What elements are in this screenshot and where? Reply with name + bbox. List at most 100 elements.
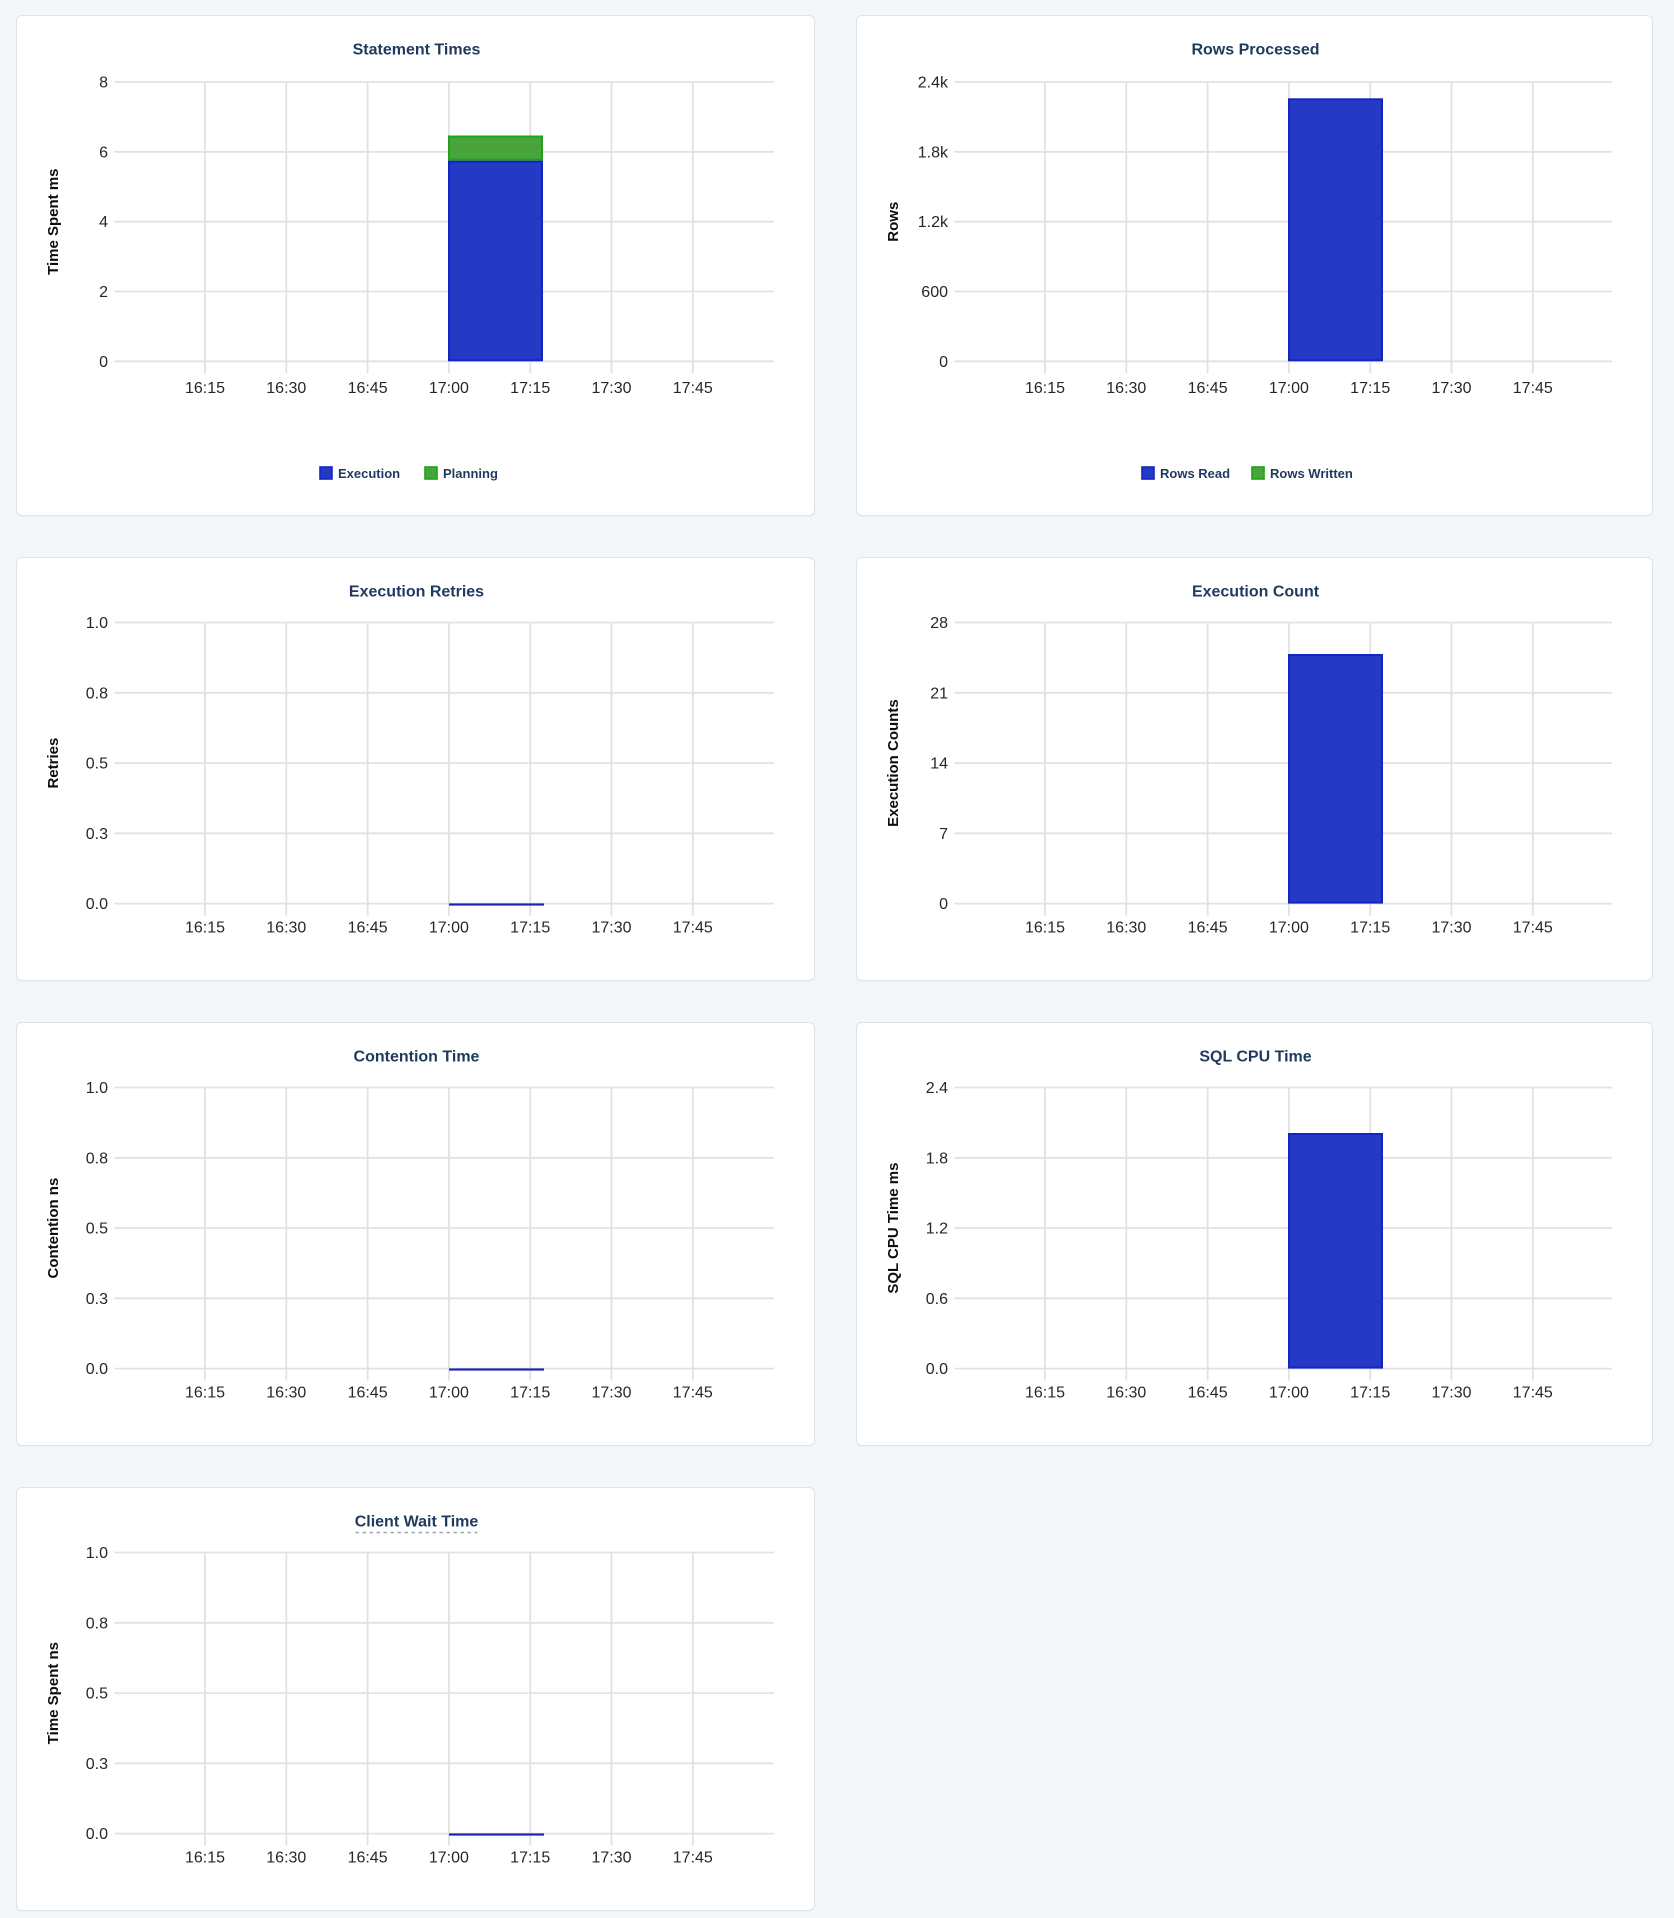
svg-text:17:30: 17:30: [1431, 920, 1471, 937]
svg-text:16:45: 16:45: [348, 380, 388, 397]
svg-text:16:15: 16:15: [185, 380, 225, 397]
svg-text:1.2: 1.2: [926, 1221, 948, 1238]
svg-text:17:45: 17:45: [673, 920, 713, 937]
svg-text:Rows Read: Rows Read: [1160, 466, 1230, 481]
svg-text:0.3: 0.3: [86, 826, 108, 843]
svg-text:17:45: 17:45: [1513, 920, 1553, 937]
svg-text:16:45: 16:45: [348, 920, 388, 937]
svg-text:0.0: 0.0: [86, 896, 108, 913]
svg-text:16:30: 16:30: [266, 920, 306, 937]
svg-text:1.0: 1.0: [86, 1545, 108, 1562]
svg-text:0.8: 0.8: [86, 685, 108, 702]
svg-text:17:30: 17:30: [591, 920, 631, 937]
svg-text:Rows Processed: Rows Processed: [1191, 42, 1319, 59]
svg-text:17:00: 17:00: [1269, 920, 1309, 937]
svg-text:0.0: 0.0: [86, 1826, 108, 1843]
svg-text:17:15: 17:15: [1350, 920, 1390, 937]
svg-text:0.8: 0.8: [86, 1150, 108, 1167]
svg-text:Contention Time: Contention Time: [354, 1049, 480, 1066]
svg-text:28: 28: [930, 615, 948, 632]
svg-text:17:30: 17:30: [591, 1385, 631, 1402]
svg-text:17:00: 17:00: [429, 1850, 469, 1867]
svg-text:16:30: 16:30: [1106, 380, 1146, 397]
svg-text:16:30: 16:30: [1106, 1385, 1146, 1402]
svg-text:21: 21: [930, 685, 948, 702]
svg-text:17:30: 17:30: [591, 1850, 631, 1867]
svg-text:Execution Count: Execution Count: [1192, 584, 1320, 601]
svg-text:16:45: 16:45: [1188, 920, 1228, 937]
svg-text:14: 14: [930, 756, 948, 773]
svg-text:16:45: 16:45: [1188, 1385, 1228, 1402]
svg-text:0.6: 0.6: [926, 1291, 948, 1308]
svg-text:16:15: 16:15: [185, 1850, 225, 1867]
svg-text:17:45: 17:45: [1513, 380, 1553, 397]
svg-text:1.0: 1.0: [86, 615, 108, 632]
svg-text:16:15: 16:15: [1025, 380, 1065, 397]
svg-text:0.5: 0.5: [86, 1686, 108, 1703]
svg-text:0: 0: [99, 354, 108, 371]
svg-text:1.0: 1.0: [86, 1080, 108, 1097]
svg-text:Time Spent ms: Time Spent ms: [45, 168, 62, 274]
svg-text:16:30: 16:30: [266, 380, 306, 397]
svg-text:17:00: 17:00: [1269, 380, 1309, 397]
svg-text:0: 0: [939, 896, 948, 913]
svg-text:16:15: 16:15: [1025, 1385, 1065, 1402]
svg-text:1.8k: 1.8k: [918, 144, 949, 161]
svg-text:8: 8: [99, 75, 108, 92]
svg-text:Execution Counts: Execution Counts: [885, 699, 902, 827]
svg-text:16:45: 16:45: [1188, 380, 1228, 397]
svg-text:17:30: 17:30: [1431, 380, 1471, 397]
svg-text:17:15: 17:15: [510, 1850, 550, 1867]
svg-text:16:30: 16:30: [266, 1850, 306, 1867]
svg-text:2.4k: 2.4k: [918, 75, 949, 92]
svg-text:16:15: 16:15: [185, 1385, 225, 1402]
svg-text:17:45: 17:45: [673, 1850, 713, 1867]
svg-text:16:30: 16:30: [1106, 920, 1146, 937]
svg-text:17:30: 17:30: [1431, 1385, 1471, 1402]
svg-text:17:00: 17:00: [429, 380, 469, 397]
svg-text:2.4: 2.4: [926, 1080, 948, 1097]
svg-text:4: 4: [99, 214, 108, 231]
svg-text:7: 7: [939, 826, 948, 843]
svg-text:16:45: 16:45: [348, 1850, 388, 1867]
svg-text:Rows Written: Rows Written: [1270, 466, 1353, 481]
svg-text:1.2k: 1.2k: [918, 214, 949, 231]
svg-text:Statement Times: Statement Times: [353, 42, 481, 59]
svg-text:17:15: 17:15: [1350, 1385, 1390, 1402]
svg-text:Retries: Retries: [45, 738, 62, 789]
svg-text:0.0: 0.0: [86, 1361, 108, 1378]
svg-text:0: 0: [939, 354, 948, 371]
svg-text:Time Spent ns: Time Spent ns: [45, 1642, 62, 1744]
svg-text:16:30: 16:30: [266, 1385, 306, 1402]
svg-text:Client Wait Time: Client Wait Time: [355, 1514, 479, 1531]
svg-text:2: 2: [99, 284, 108, 301]
svg-text:17:45: 17:45: [673, 380, 713, 397]
svg-text:17:45: 17:45: [673, 1385, 713, 1402]
svg-text:17:00: 17:00: [429, 1385, 469, 1402]
svg-text:600: 600: [921, 284, 948, 301]
svg-text:SQL CPU Time ms: SQL CPU Time ms: [885, 1163, 902, 1294]
svg-text:16:15: 16:15: [185, 920, 225, 937]
svg-text:17:15: 17:15: [510, 920, 550, 937]
svg-text:0.3: 0.3: [86, 1756, 108, 1773]
svg-text:17:30: 17:30: [591, 380, 631, 397]
svg-text:16:15: 16:15: [1025, 920, 1065, 937]
svg-text:17:15: 17:15: [510, 1385, 550, 1402]
svg-text:0.3: 0.3: [86, 1291, 108, 1308]
svg-text:17:00: 17:00: [429, 920, 469, 937]
svg-text:0.0: 0.0: [926, 1361, 948, 1378]
svg-text:0.8: 0.8: [86, 1615, 108, 1632]
svg-text:16:45: 16:45: [348, 1385, 388, 1402]
svg-text:17:15: 17:15: [510, 380, 550, 397]
svg-text:Execution Retries: Execution Retries: [349, 584, 484, 601]
svg-text:Contention ns: Contention ns: [45, 1178, 62, 1279]
svg-text:1.8: 1.8: [926, 1150, 948, 1167]
svg-text:Execution: Execution: [338, 466, 400, 481]
svg-text:Planning: Planning: [443, 466, 498, 481]
svg-text:17:45: 17:45: [1513, 1385, 1553, 1402]
svg-text:0.5: 0.5: [86, 756, 108, 773]
svg-text:17:15: 17:15: [1350, 380, 1390, 397]
svg-text:0.5: 0.5: [86, 1221, 108, 1238]
svg-text:Rows: Rows: [885, 202, 902, 242]
svg-text:SQL CPU Time: SQL CPU Time: [1199, 1049, 1311, 1066]
